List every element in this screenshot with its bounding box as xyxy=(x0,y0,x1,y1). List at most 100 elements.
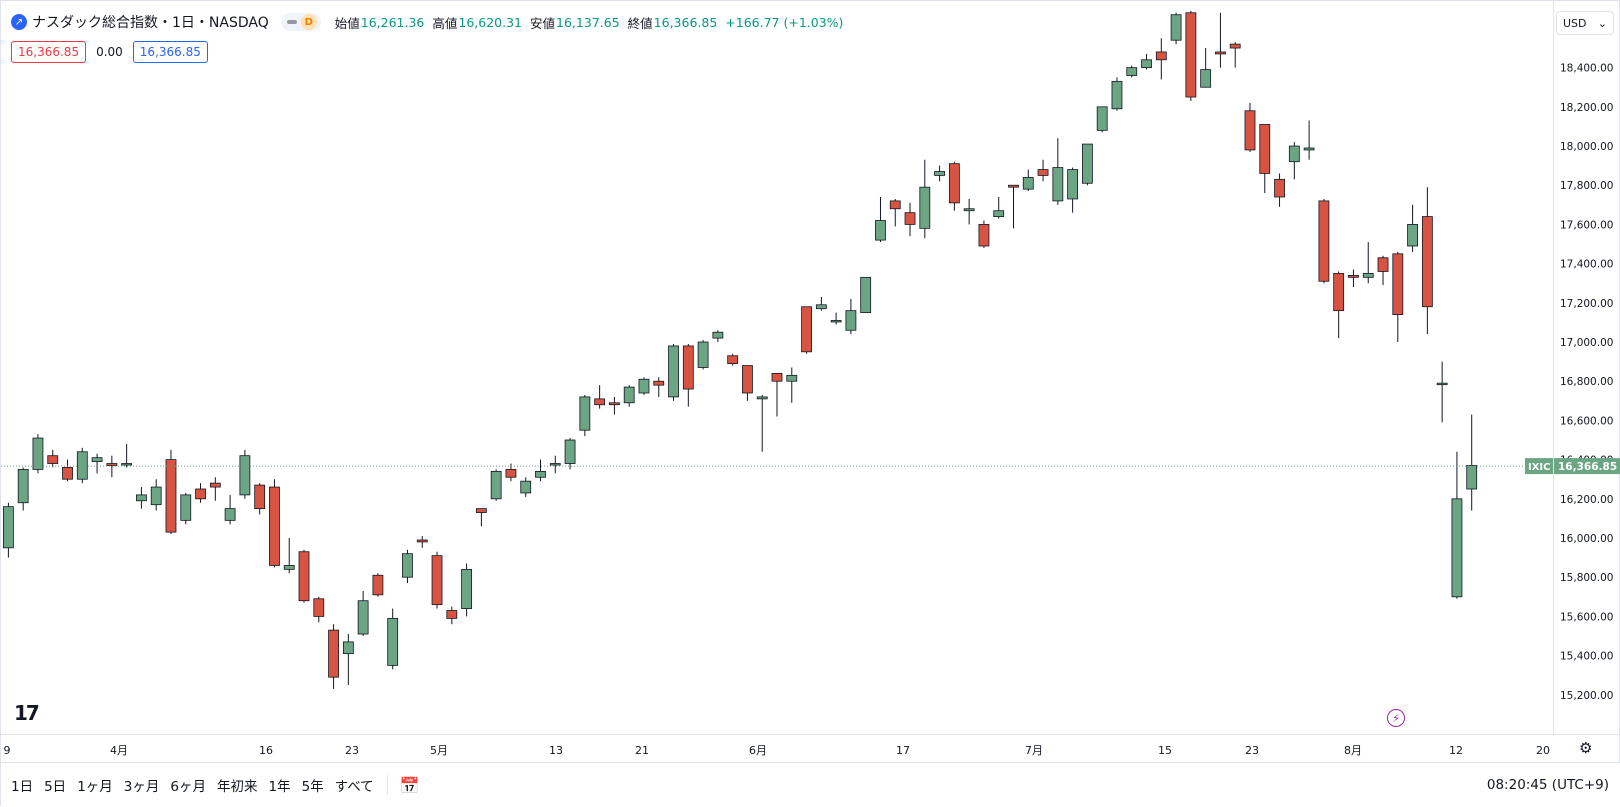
currency-dropdown[interactable]: USD ⌄ xyxy=(1556,11,1614,35)
candle[interactable] xyxy=(1392,251,1404,343)
timeframe-button[interactable]: 1ヶ月 xyxy=(77,779,113,795)
candle[interactable] xyxy=(416,536,428,548)
settings-icon[interactable]: ⚙ xyxy=(1579,739,1593,757)
candle[interactable] xyxy=(1082,143,1093,186)
candle[interactable] xyxy=(357,590,369,637)
timeframe-button[interactable]: 3ヶ月 xyxy=(123,779,160,795)
candle[interactable] xyxy=(32,434,44,474)
candle[interactable] xyxy=(1421,187,1433,335)
candle[interactable] xyxy=(904,202,916,237)
candle[interactable] xyxy=(535,459,546,482)
candle[interactable] xyxy=(727,353,739,366)
candle[interactable] xyxy=(963,198,975,225)
candle[interactable] xyxy=(815,296,827,311)
candle[interactable] xyxy=(1170,12,1182,45)
candle[interactable] xyxy=(564,438,576,470)
candle[interactable] xyxy=(594,385,606,409)
candle[interactable] xyxy=(239,449,251,499)
candle[interactable] xyxy=(682,343,694,407)
candle[interactable] xyxy=(668,343,679,401)
candle[interactable] xyxy=(712,330,724,343)
candle[interactable] xyxy=(150,479,162,511)
calendar-range-icon[interactable]: 📅 xyxy=(399,775,420,795)
lightning-icon[interactable]: ⚡ xyxy=(1387,709,1405,727)
candle[interactable] xyxy=(1037,159,1049,182)
candle[interactable] xyxy=(490,469,502,501)
candle[interactable] xyxy=(1155,38,1167,80)
candle[interactable] xyxy=(889,198,901,227)
candle[interactable] xyxy=(1141,53,1152,70)
market-status-pill[interactable]: D xyxy=(280,13,321,31)
candle[interactable] xyxy=(2,502,14,558)
candle[interactable] xyxy=(313,596,325,623)
candle[interactable] xyxy=(209,477,221,501)
candle[interactable] xyxy=(1348,269,1359,288)
timeframe-button[interactable]: 6ヶ月 xyxy=(170,779,206,795)
candle[interactable] xyxy=(180,492,192,525)
symbol-title[interactable]: ナスダック総合指数・1日・NASDAQ xyxy=(32,15,269,31)
candle[interactable] xyxy=(17,467,29,511)
candle[interactable] xyxy=(1407,204,1418,252)
candle[interactable] xyxy=(1466,414,1478,511)
candle[interactable] xyxy=(1259,124,1271,194)
candle[interactable] xyxy=(1318,198,1330,284)
candle[interactable] xyxy=(742,365,753,401)
candle[interactable] xyxy=(372,573,384,597)
candle[interactable] xyxy=(756,394,768,452)
candle[interactable] xyxy=(62,459,73,482)
buy-button[interactable]: 16,366.85 xyxy=(132,41,208,63)
candle[interactable] xyxy=(830,312,842,325)
candle[interactable] xyxy=(860,276,872,314)
candle[interactable] xyxy=(1067,167,1079,213)
candle[interactable] xyxy=(623,385,635,407)
candle[interactable] xyxy=(993,196,1005,219)
candle[interactable] xyxy=(505,463,517,482)
candle[interactable] xyxy=(475,508,487,527)
candle[interactable] xyxy=(461,563,473,617)
candle[interactable] xyxy=(446,606,458,625)
candle[interactable] xyxy=(786,367,798,403)
candle[interactable] xyxy=(121,443,133,468)
candle[interactable] xyxy=(801,306,812,354)
candle[interactable] xyxy=(579,394,591,437)
timeframe-button[interactable]: 1日 xyxy=(11,779,34,795)
candle[interactable] xyxy=(254,483,266,515)
candle[interactable] xyxy=(1126,65,1138,78)
candle[interactable] xyxy=(283,538,295,574)
price-scale[interactable]: 15,200.00 15,400.00 15,600.00 15,800.00 16,0… xyxy=(1526,1,1620,734)
candle[interactable] xyxy=(771,372,783,417)
candle[interactable] xyxy=(1377,255,1389,286)
candle[interactable] xyxy=(387,608,399,670)
candle[interactable] xyxy=(638,377,650,395)
timeframe-button[interactable]: すべて xyxy=(334,779,374,795)
candle[interactable] xyxy=(1333,271,1345,339)
candle[interactable] xyxy=(1436,361,1448,423)
candle[interactable] xyxy=(845,298,857,335)
chart-pane[interactable]: IXIC ↗ ナスダック総合指数・1日・NASDAQ D 始値 16,261.3… xyxy=(1,1,1553,734)
candle[interactable] xyxy=(919,159,931,239)
candle[interactable] xyxy=(1008,184,1019,229)
timeframe-button[interactable]: 5日 xyxy=(44,779,67,795)
candle[interactable] xyxy=(934,165,945,182)
candle[interactable] xyxy=(1200,48,1212,88)
candle[interactable] xyxy=(1022,169,1034,192)
candle[interactable] xyxy=(1215,12,1226,68)
candle[interactable] xyxy=(948,161,960,211)
candle[interactable] xyxy=(1229,42,1241,68)
candle[interactable] xyxy=(328,624,339,689)
candle[interactable] xyxy=(1288,142,1300,180)
candle[interactable] xyxy=(136,487,147,509)
candle[interactable] xyxy=(224,494,236,525)
candle[interactable] xyxy=(1096,106,1108,133)
candle[interactable] xyxy=(1185,10,1197,101)
candle[interactable] xyxy=(269,479,280,568)
candle[interactable] xyxy=(47,449,59,468)
candle[interactable] xyxy=(609,396,620,415)
candle[interactable] xyxy=(978,220,990,248)
candle[interactable] xyxy=(653,377,665,397)
clock[interactable]: 08:20:45 (UTC+9) xyxy=(1486,777,1609,793)
candle[interactable] xyxy=(549,455,561,474)
candle[interactable] xyxy=(1274,173,1285,207)
candle[interactable] xyxy=(1451,451,1463,599)
candle[interactable] xyxy=(875,196,886,243)
